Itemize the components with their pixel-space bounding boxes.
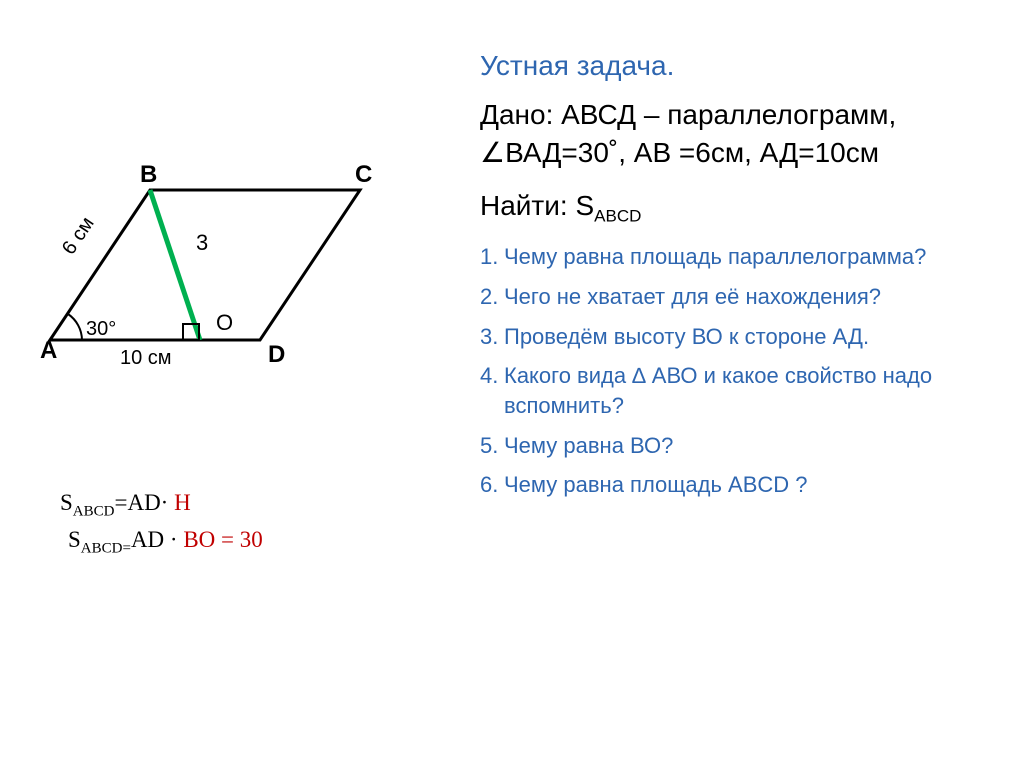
given-block: Дано: АВСД – параллелограмм, ∠ВАД=30˚, А… xyxy=(480,96,980,172)
formula-line-2: SABCD=AD · BO = 30 xyxy=(60,527,420,558)
question-text: Чему равна площадь параллелограмма? xyxy=(504,244,926,269)
vertex-b-label: B xyxy=(140,161,157,188)
formula2-eq: = xyxy=(215,527,239,552)
question-text: Какого вида ∆ АВО и какое свойство надо … xyxy=(504,363,932,418)
find-block: Найти: SABCD xyxy=(480,190,980,227)
list-item: 3.Проведём высоту ВО к стороне АД. xyxy=(480,322,980,352)
height-value: 3 xyxy=(196,230,208,255)
angle-arc xyxy=(68,314,82,340)
question-text: Чего не хватает для её нахождения? xyxy=(504,284,881,309)
parallelogram-diagram: A B C D 6 см 30° 10 см 3 O xyxy=(20,140,400,390)
list-item: 2.Чего не хватает для её нахождения? xyxy=(480,282,980,312)
list-item: 5.Чему равна ВО? xyxy=(480,431,980,461)
vertex-a-label: A xyxy=(40,337,57,364)
find-sub: ABCD xyxy=(594,206,641,225)
list-item: 6.Чему равна площадь ABCD ? xyxy=(480,470,980,500)
formula2-result: 30 xyxy=(240,527,263,552)
formula1-s: S xyxy=(60,490,73,515)
formula2-mid: AD · xyxy=(131,527,178,552)
list-item: 4.Какого вида ∆ АВО и какое свойство над… xyxy=(480,361,980,420)
list-item: 1.Чему равна площадь параллелограмма? xyxy=(480,242,980,272)
vertex-d-label: D xyxy=(268,341,285,368)
formula2-sub: ABCD= xyxy=(81,540,131,556)
formula2-bo: BO xyxy=(183,527,215,552)
question-text: Проведём высоту ВО к стороне АД. xyxy=(504,324,869,349)
side-ad-label: 10 см xyxy=(120,347,172,369)
vertex-c-label: C xyxy=(355,161,372,188)
find-prefix: Найти: S xyxy=(480,190,594,221)
formula-line-1: SABCD=AD· H xyxy=(60,490,420,521)
height-bo xyxy=(150,190,200,340)
formula-block: SABCD=AD· H SABCD=AD · BO = 30 xyxy=(60,490,420,563)
formula1-mid: =AD· xyxy=(114,490,174,515)
angle-label: 30° xyxy=(86,318,116,340)
side-ab-label: 6 см xyxy=(58,213,99,259)
formula2-s: S xyxy=(68,527,81,552)
formula1-h: H xyxy=(174,490,191,515)
question-text: Чему равна ВО? xyxy=(504,433,673,458)
formula1-sub: ABCD xyxy=(73,504,115,520)
question-list: 1.Чему равна площадь параллелограмма? 2.… xyxy=(480,242,980,500)
foot-o-label: O xyxy=(216,310,233,335)
question-text: Чему равна площадь ABCD ? xyxy=(504,472,808,497)
task-title: Устная задача. xyxy=(480,50,980,82)
